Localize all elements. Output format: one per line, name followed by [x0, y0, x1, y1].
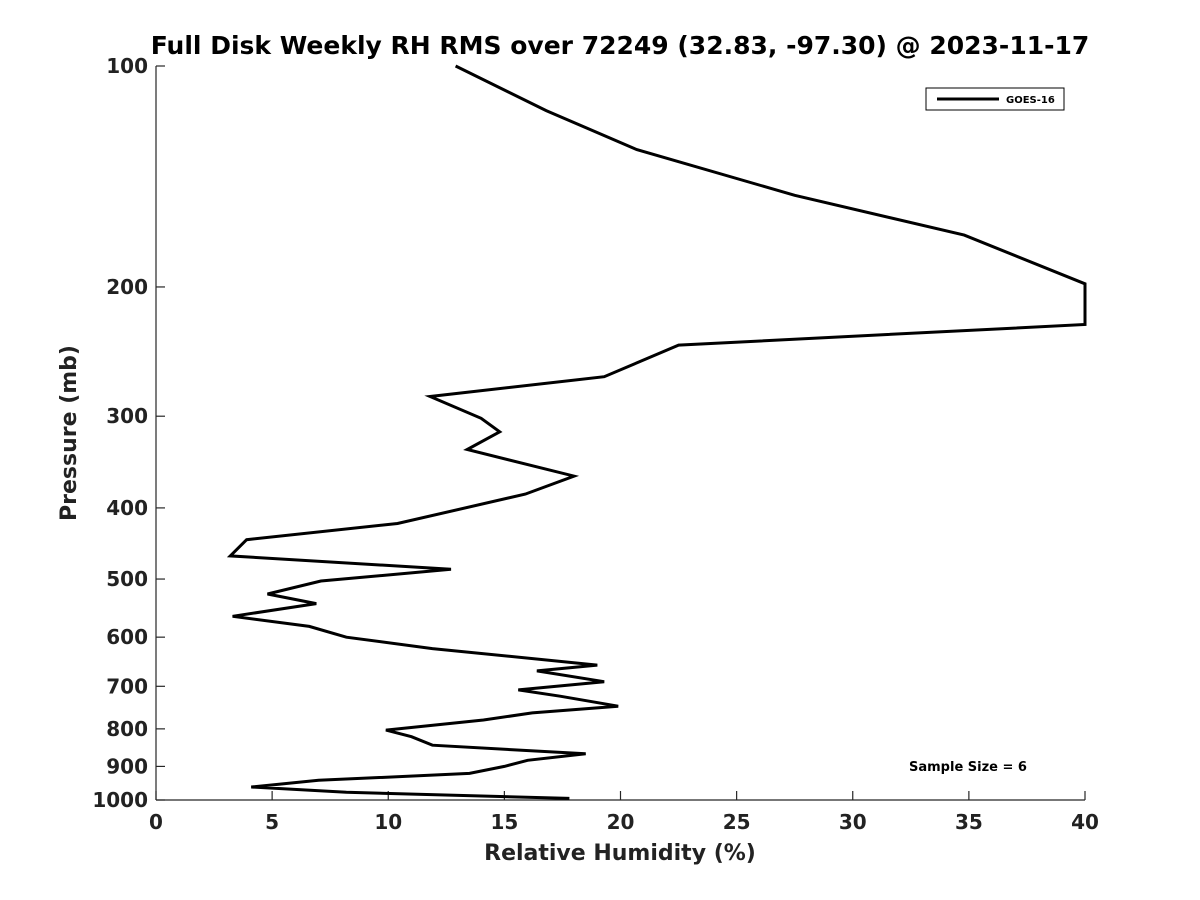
x-tick-label: 35	[955, 810, 983, 834]
x-tick-label: 15	[490, 810, 518, 834]
x-tick-label: 25	[723, 810, 751, 834]
x-tick-label: 40	[1071, 810, 1099, 834]
legend-entry-label: GOES-16	[1006, 95, 1055, 106]
series-line-goes16	[226, 64, 1087, 800]
legend: GOES-16	[925, 87, 1065, 111]
y-tick-label: 500	[106, 567, 148, 591]
x-tick-label: 5	[265, 810, 279, 834]
x-axis-label: Relative Humidity (%)	[484, 841, 756, 866]
y-tick-label: 200	[106, 275, 148, 299]
y-tick-label: 700	[106, 674, 148, 698]
y-axis-label: Pressure (mb)	[57, 345, 82, 521]
x-tick-label: 20	[607, 810, 635, 834]
y-tick-label: 400	[106, 496, 148, 520]
y-tick-label: 600	[106, 625, 148, 649]
x-tick-label: 0	[149, 810, 163, 834]
y-tick-label: 800	[106, 717, 148, 741]
sample-size-annotation: Sample Size = 6	[909, 760, 1027, 775]
x-tick-label: 30	[839, 810, 867, 834]
y-tick-label: 1000	[92, 788, 148, 812]
chart-title: Full Disk Weekly RH RMS over 72249 (32.8…	[151, 31, 1090, 60]
plot-area: 0 5 10 15 20 25 30 35 40 100 200 300 400 500 600 700 800…	[92, 54, 1099, 834]
y-tick-label: 900	[106, 754, 148, 778]
y-tick-label: 100	[106, 54, 148, 78]
x-tick-label: 10	[374, 810, 402, 834]
y-tick-label: 300	[106, 404, 148, 428]
